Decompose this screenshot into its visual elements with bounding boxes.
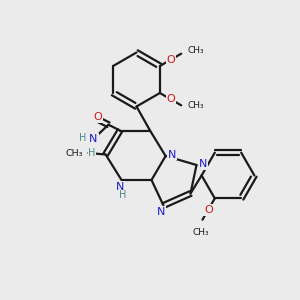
Text: N: N xyxy=(89,134,98,144)
Text: N: N xyxy=(157,207,165,217)
Text: CH₃: CH₃ xyxy=(66,148,83,158)
Text: N: N xyxy=(168,149,176,160)
Text: H: H xyxy=(79,133,86,142)
Text: CH₃: CH₃ xyxy=(193,228,209,237)
Text: O: O xyxy=(93,112,102,122)
Text: H: H xyxy=(88,148,96,158)
Text: N: N xyxy=(116,182,124,192)
Text: O: O xyxy=(167,94,175,104)
Text: O: O xyxy=(167,55,175,65)
Text: O: O xyxy=(204,205,213,215)
Text: H: H xyxy=(119,190,127,200)
Text: CH₃: CH₃ xyxy=(188,46,204,55)
Text: CH₃: CH₃ xyxy=(188,101,204,110)
Text: N: N xyxy=(199,159,207,170)
